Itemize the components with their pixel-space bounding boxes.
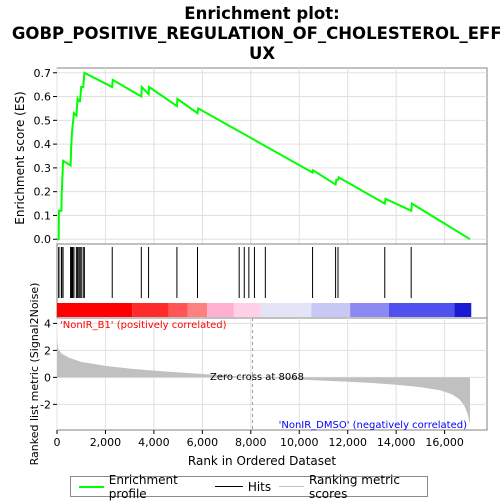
es-panel-frame	[56, 67, 488, 245]
hits-panel	[56, 243, 488, 319]
legend-profile-swatch	[79, 485, 104, 488]
es-y-tick-label: 0.4	[34, 138, 52, 151]
es-y-ticks: 0.0 0.1 0.2 0.3 0.4 0.5 0.6 0.7	[34, 67, 57, 246]
metric-y-tick-label: 2	[44, 344, 51, 357]
color-bar-segment	[454, 303, 472, 317]
legend-metric-swatch	[279, 486, 304, 487]
enrichment-profile-line	[57, 71, 471, 241]
es-y-tick-label: 0.3	[34, 162, 52, 175]
color-bar-segment	[132, 303, 169, 317]
negative-correlation-label: 'NonIR_DMSO' (negatively correlated)	[279, 420, 467, 431]
plot-title-line2: GOBP_POSITIVE_REGULATION_OF_CHOLESTEROL_…	[12, 24, 500, 43]
es-y-axis-label: Enrichment score (ES)	[13, 91, 27, 224]
plot-title-line3: UX	[249, 44, 275, 63]
es-gridlines	[56, 68, 487, 244]
metric-y-tick-label: 4	[44, 317, 51, 330]
x-tick-label: 2,000	[90, 436, 122, 449]
color-bar-segment	[168, 303, 188, 317]
x-tick-label: 0	[54, 436, 61, 449]
legend-item-profile: Enrichment profile	[79, 473, 207, 501]
color-bar-segment	[388, 303, 455, 317]
es-y-tick-label: 0.2	[34, 186, 52, 199]
color-bar-segment	[233, 303, 261, 317]
x-tick-label: 16,000	[425, 436, 464, 449]
x-axis-label: Rank in Ordered Dataset	[188, 454, 336, 468]
legend-profile-label: Enrichment profile	[108, 472, 178, 501]
x-tick-label: 8,000	[235, 436, 267, 449]
ranking-metric-area	[57, 338, 470, 425]
color-bar-segment	[311, 303, 351, 317]
metric-y-tick-label: -2	[40, 398, 51, 411]
plot-title-line1: Enrichment plot:	[184, 4, 339, 23]
legend: Enrichment profile Hits Ranking metric s…	[70, 473, 428, 501]
color-bar-segment	[187, 303, 208, 317]
color-bar-segment	[207, 303, 234, 317]
metric-y-ticks: -2 0 2 4	[40, 317, 57, 411]
color-bar-segment	[260, 303, 312, 317]
es-y-tick-label: 0.7	[34, 67, 52, 80]
legend-hits-label: Hits	[247, 479, 272, 494]
color-bar-segment	[57, 303, 133, 317]
legend-metric-label: Ranking metric scores	[308, 472, 400, 501]
color-bar-segment	[350, 303, 389, 317]
metric-y-axis-label: Ranked list metric (Signal2Noise)	[28, 283, 41, 466]
x-tick-label: 12,000	[328, 436, 367, 449]
positive-correlation-label: 'NonIR_B1' (positively correlated)	[60, 320, 227, 331]
metric-y-tick-label: 0	[44, 371, 51, 384]
zero-cross-label: Zero cross at 8068	[210, 372, 304, 383]
x-tick-label: 14,000	[377, 436, 416, 449]
hit-lines	[58, 247, 412, 298]
metric-panel: -2 0 2 4 'NonIR_B1' (positively correlated)…	[28, 283, 488, 466]
x-tick-label: 10,000	[280, 436, 319, 449]
es-panel: 0.0 0.1 0.2 0.3 0.4 0.5 0.6 0.7 Enrichment scor…	[13, 67, 488, 246]
legend-item-metric: Ranking metric scores	[279, 473, 427, 501]
x-tick-label: 4,000	[138, 436, 170, 449]
es-y-tick-label: 0.6	[34, 91, 52, 104]
rank-color-bar	[57, 303, 472, 317]
x-tick-label: 6,000	[187, 436, 219, 449]
metric-gridlines	[56, 318, 487, 430]
es-y-tick-label: 0.5	[34, 114, 52, 127]
es-y-tick-label: 0.1	[34, 209, 52, 222]
legend-hits-swatch	[214, 486, 243, 487]
x-axis-ticks: 0 2,000 4,000 6,000 8,000 10,000 12,000 14,000 1…	[54, 430, 464, 449]
es-y-tick-label: 0.0	[34, 233, 52, 246]
legend-item-hits: Hits	[214, 479, 272, 494]
